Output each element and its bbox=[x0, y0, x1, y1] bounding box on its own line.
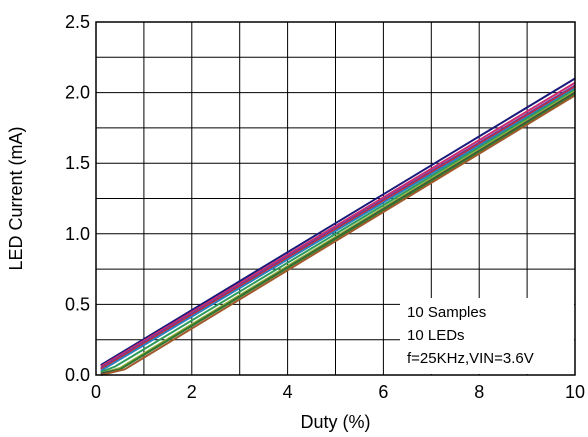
annotation-box bbox=[400, 298, 574, 374]
series-line-1 bbox=[100, 77, 576, 366]
x-axis-title: Duty (%) bbox=[300, 412, 370, 432]
x-tick-label: 2 bbox=[187, 382, 197, 402]
y-tick-label: 1.5 bbox=[65, 153, 90, 173]
y-tick-label: 2.0 bbox=[65, 83, 90, 103]
series-line-10 bbox=[100, 94, 576, 376]
y-tick-label: 0.0 bbox=[65, 365, 90, 385]
tick-labels: 0 2 4 6 8 10 0.0 0.5 1.0 1.5 2.0 2.5 bbox=[65, 12, 585, 402]
series-line-4 bbox=[100, 86, 576, 371]
y-tick-label: 2.5 bbox=[65, 12, 90, 32]
series-line-5 bbox=[100, 87, 576, 372]
x-tick-label: 6 bbox=[378, 382, 388, 402]
y-tick-label: 0.5 bbox=[65, 294, 90, 314]
series-line-6 bbox=[100, 88, 576, 374]
y-axis-title: LED Current (mA) bbox=[6, 126, 26, 270]
x-tick-label: 8 bbox=[474, 382, 484, 402]
x-tick-label: 0 bbox=[91, 382, 101, 402]
x-tick-label: 4 bbox=[283, 382, 293, 402]
y-tick-label: 1.0 bbox=[65, 224, 90, 244]
series-line-2 bbox=[100, 81, 576, 368]
annotation-line: f=25KHz,VIN=3.6V bbox=[407, 350, 534, 367]
series-line-3 bbox=[100, 84, 576, 369]
annotation: 10 Samples 10 LEDs f=25KHz,VIN=3.6V bbox=[407, 304, 534, 367]
x-tick-label: 10 bbox=[565, 382, 585, 402]
annotation-line: 10 Samples bbox=[407, 304, 486, 321]
series-lines bbox=[100, 77, 576, 376]
annotation-line: 10 LEDs bbox=[407, 327, 465, 344]
plot-frame bbox=[95, 21, 576, 376]
